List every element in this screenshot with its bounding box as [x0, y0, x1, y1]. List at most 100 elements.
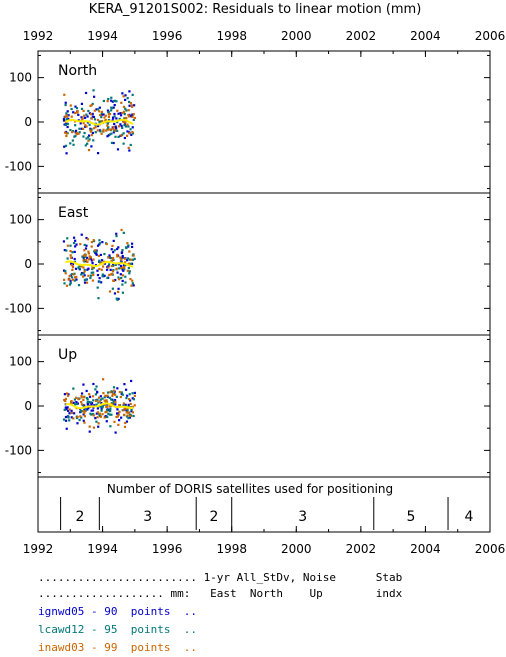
data-point-ignwd05 — [115, 127, 118, 130]
data-point-lcawd12 — [126, 409, 129, 412]
data-point-inawd03 — [129, 402, 132, 406]
data-point-ignwd05 — [65, 152, 68, 155]
data-point-ignwd05 — [90, 409, 93, 412]
legend-row-inawd03: inawd03 - 99 points .. — [38, 641, 197, 654]
data-point-lcawd12 — [102, 99, 105, 103]
data-point-inawd03 — [110, 259, 113, 263]
data-point-lcawd12 — [110, 413, 113, 416]
data-point-ignwd05 — [113, 122, 116, 126]
data-point-ignwd05 — [69, 274, 72, 277]
data-point-inawd03 — [85, 258, 88, 262]
data-point-ignwd05 — [122, 269, 125, 272]
data-point-lcawd12 — [110, 109, 113, 112]
data-point-lcawd12 — [84, 144, 87, 147]
data-point-lcawd12 — [132, 118, 135, 122]
data-point-ignwd05 — [92, 382, 95, 386]
data-point-ignwd05 — [76, 422, 79, 425]
data-point-lcawd12 — [127, 266, 130, 270]
data-point-inawd03 — [130, 284, 133, 287]
data-point-inawd03 — [65, 132, 68, 135]
data-point-inawd03 — [90, 117, 93, 120]
data-point-ignwd05 — [116, 247, 119, 251]
data-point-lcawd12 — [86, 398, 89, 401]
data-point-ignwd05 — [113, 103, 116, 107]
data-point-ignwd05 — [91, 261, 94, 265]
data-point-ignwd05 — [120, 251, 124, 254]
panel-label-up: Up — [58, 347, 77, 363]
data-point-inawd03 — [83, 410, 86, 413]
data-point-ignwd05 — [121, 92, 124, 95]
data-point-inawd03 — [110, 264, 113, 268]
data-point-inawd03 — [120, 267, 123, 270]
x-tick-label-top: 1996 — [152, 29, 183, 43]
data-point-ignwd05 — [86, 268, 89, 271]
data-point-lcawd12 — [120, 391, 123, 394]
data-point-inawd03 — [132, 113, 135, 116]
data-point-inawd03 — [63, 93, 66, 96]
data-point-inawd03 — [74, 111, 77, 115]
data-point-inawd03 — [83, 412, 86, 415]
data-point-inawd03 — [109, 391, 112, 394]
smoothed-curve — [65, 260, 134, 268]
data-point-lcawd12 — [68, 419, 71, 422]
data-point-inawd03 — [106, 405, 109, 408]
data-point-inawd03 — [103, 116, 106, 119]
data-point-inawd03 — [89, 104, 92, 107]
data-point-lcawd12 — [110, 141, 114, 144]
data-point-lcawd12 — [99, 120, 102, 123]
data-point-lcawd12 — [78, 264, 81, 267]
data-point-inawd03 — [94, 399, 98, 403]
data-point-ignwd05 — [107, 264, 110, 268]
data-point-ignwd05 — [131, 126, 134, 129]
data-point-ignwd05 — [74, 239, 77, 242]
data-point-lcawd12 — [110, 96, 113, 99]
data-point-ignwd05 — [108, 256, 111, 259]
data-point-inawd03 — [112, 279, 116, 283]
x-tick-label-bottom: 2000 — [281, 542, 312, 556]
data-point-lcawd12 — [114, 135, 117, 138]
data-point-inawd03 — [84, 124, 87, 127]
data-point-inawd03 — [126, 123, 129, 126]
data-point-lcawd12 — [118, 117, 121, 120]
data-point-ignwd05 — [88, 112, 91, 115]
data-point-lcawd12 — [63, 408, 66, 411]
data-point-inawd03 — [129, 414, 132, 417]
data-point-lcawd12 — [64, 144, 68, 147]
data-point-inawd03 — [98, 396, 101, 399]
data-point-lcawd12 — [125, 109, 128, 112]
data-point-lcawd12 — [115, 395, 118, 398]
data-point-lcawd12 — [92, 271, 95, 274]
data-point-lcawd12 — [64, 270, 67, 273]
data-point-inawd03 — [80, 396, 83, 399]
data-point-inawd03 — [122, 266, 125, 269]
data-point-lcawd12 — [74, 403, 77, 406]
data-point-inawd03 — [120, 228, 123, 232]
data-point-inawd03 — [120, 101, 123, 104]
data-point-ignwd05 — [113, 292, 117, 295]
data-point-ignwd05 — [67, 409, 70, 412]
data-point-ignwd05 — [73, 250, 76, 254]
data-point-ignwd05 — [66, 406, 69, 409]
data-point-lcawd12 — [84, 278, 88, 281]
data-point-ignwd05 — [124, 403, 127, 406]
data-point-lcawd12 — [115, 100, 118, 103]
data-point-inawd03 — [133, 116, 137, 120]
data-point-inawd03 — [125, 117, 128, 120]
data-point-ignwd05 — [94, 417, 97, 420]
data-point-inawd03 — [106, 100, 109, 103]
data-point-lcawd12 — [71, 251, 74, 254]
data-point-inawd03 — [82, 127, 85, 130]
data-point-lcawd12 — [67, 415, 70, 418]
data-point-ignwd05 — [116, 412, 119, 415]
data-point-ignwd05 — [125, 420, 129, 423]
data-point-ignwd05 — [83, 404, 86, 407]
data-point-lcawd12 — [114, 263, 117, 266]
data-point-ignwd05 — [130, 133, 133, 136]
data-point-lcawd12 — [92, 412, 95, 416]
data-point-lcawd12 — [131, 132, 134, 135]
data-point-inawd03 — [71, 268, 74, 271]
x-tick-label-top: 1992 — [23, 29, 54, 43]
data-point-inawd03 — [66, 244, 69, 247]
data-point-ignwd05 — [98, 106, 101, 109]
data-point-inawd03 — [119, 256, 122, 259]
